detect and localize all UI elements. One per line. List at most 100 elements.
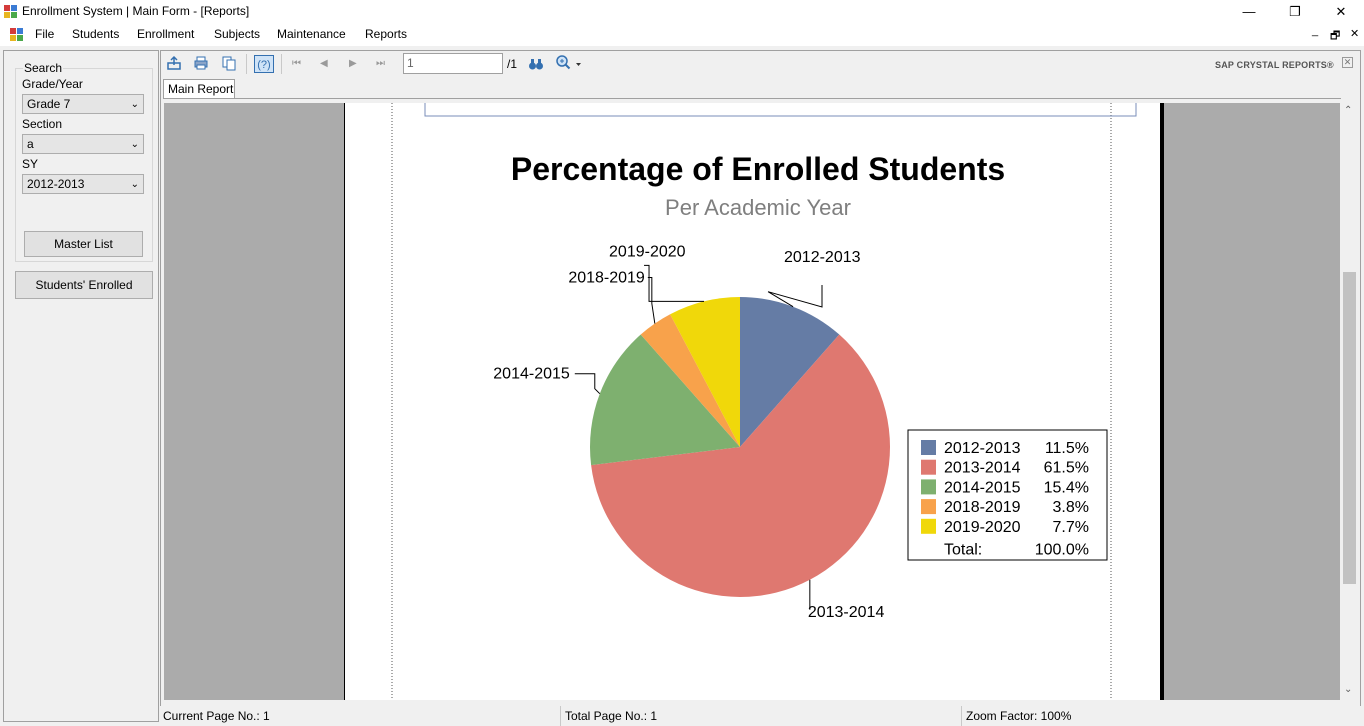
legend-total-label: Total: [944,542,982,559]
sy-label: SY [22,157,39,171]
grade-label: Grade/Year [22,77,83,91]
zoom-status: Zoom Factor: 100% [966,709,1072,723]
find-binoculars-icon[interactable] [528,56,544,72]
legend-total-value: 100.0% [1035,542,1089,559]
report-page-svg: Percentage of Enrolled Students Per Acad… [391,103,1137,700]
search-group-title: Search [23,61,64,75]
toolbar-separator [246,54,247,74]
tab-border [163,98,1341,99]
section-select[interactable]: a ⌄ [22,134,144,154]
legend-swatch-2012-2013 [921,440,936,455]
mdi-close-button[interactable]: ✕ [1350,28,1360,40]
grade-select-value: Grade 7 [27,97,71,111]
current-page-status: Current Page No.: 1 [163,709,270,723]
page-total-label: /1 [507,57,518,71]
help-icon[interactable]: (?) [254,55,274,73]
status-bar [160,706,1364,726]
menu-file[interactable]: File [35,27,55,41]
legend-value-2019-2020: 7.7% [1053,519,1089,536]
chart-title: Percentage of Enrolled Students [511,151,1005,187]
section-label: Section [22,117,63,131]
page-edge [1160,103,1164,700]
menu-subjects[interactable]: Subjects [214,27,261,41]
pie-callouts: 2012-2013 2013-2014 2014-2015 2018-2019 2019… [493,243,884,620]
callout-label-2014-2015: 2014-2015 [493,366,570,383]
callout-line-2019-2020 [644,264,705,302]
scroll-up-icon[interactable]: ⌃ [1344,105,1353,116]
sap-crystal-reports-logo: SAP CRYSTAL REPORTS® [1215,60,1334,70]
close-button[interactable]: ✕ [1335,4,1347,19]
legend-value-2018-2019: 3.8% [1053,499,1089,516]
legend-value-2012-2013: 11.5% [1045,440,1089,457]
page-number-input[interactable]: 1 [403,53,503,74]
chart-subtitle: Per Academic Year [665,195,851,220]
report-canvas: Percentage of Enrolled Students Per Acad… [164,103,1340,700]
title-bar [0,0,1364,23]
pie-slice-2013-2014 [591,334,890,597]
legend-box [907,429,1108,561]
tab-main-report[interactable]: Main Report [163,79,235,98]
callout-label-2019-2020: 2019-2020 [609,243,686,260]
prev-page-icon[interactable]: ◀ [320,58,328,69]
legend-swatch-2018-2019 [921,499,936,515]
legend-label-2019-2020: 2019-2020 [944,519,1021,536]
pie-slice-2019-2020 [670,297,740,447]
chevron-down-icon: ⌄ [130,179,139,190]
legend-label-2018-2019: 2018-2019 [944,499,1021,516]
callout-line-2018-2019 [647,277,656,324]
report-page: Percentage of Enrolled Students Per Acad… [344,103,1160,700]
menu-students[interactable]: Students [72,27,120,41]
export-icon[interactable] [166,55,182,71]
callout-line-2012-2013 [767,285,823,308]
close-viewer-icon[interactable]: ✕ [1342,57,1353,68]
students-enrolled-button[interactable]: Students' Enrolled [15,271,153,299]
callout-label-2013-2014: 2013-2014 [808,604,885,621]
window-title: Enrollment System | Main Form - [Reports… [22,4,250,18]
svg-text:(?): (?) [257,59,270,71]
legend-swatch-2014-2015 [921,479,936,495]
mdi-restore-button[interactable]: 🗗 [1330,30,1341,42]
pie-slice-2014-2015 [590,334,740,466]
callout-label-2012-2013: 2012-2013 [784,249,861,266]
print-icon[interactable] [193,55,209,71]
scroll-down-icon[interactable]: ⌄ [1344,684,1353,695]
legend-label-2012-2013: 2012-2013 [944,440,1021,457]
chevron-down-icon: ⌄ [130,99,139,110]
master-list-button[interactable]: Master List [24,231,143,257]
left-panel [3,50,159,722]
header-section-box [424,103,1137,117]
last-page-icon[interactable]: ⏭ [376,58,385,69]
sy-select[interactable]: 2012-2013 ⌄ [22,174,144,194]
legend-swatch-2013-2014 [921,459,936,475]
mdi-app-icon [10,28,23,41]
legend-value-2013-2014: 61.5% [1044,460,1089,477]
legend-label-2013-2014: 2013-2014 [944,460,1021,477]
legend-swatch-2019-2020 [921,518,936,534]
restore-button[interactable]: ❐ [1289,4,1301,19]
callout-line-2014-2015 [574,373,601,395]
status-separator [560,706,561,726]
chart-legend: 2012-2013 11.5% 2013-2014 61.5% 2014-2015 15.… [907,429,1108,561]
pie-slice-2018-2019 [640,314,740,447]
first-page-icon[interactable]: ⏮ [292,58,301,69]
menu-maintenance[interactable]: Maintenance [277,27,346,41]
section-select-value: a [27,137,34,151]
zoom-icon[interactable] [556,55,582,71]
minimize-button[interactable]: — [1242,4,1256,19]
copy-icon[interactable] [221,55,237,71]
toolbar-separator [281,54,282,74]
menu-bar [0,23,1364,46]
sy-select-value: 2012-2013 [27,177,85,191]
menu-enrollment[interactable]: Enrollment [137,27,195,41]
scroll-thumb[interactable] [1343,272,1356,584]
legend-label-2014-2015: 2014-2015 [944,479,1021,496]
mdi-minimize-button[interactable]: _ [1312,25,1319,37]
grade-select[interactable]: Grade 7 ⌄ [22,94,144,114]
app-icon [4,5,17,18]
next-page-icon[interactable]: ▶ [349,58,357,69]
menu-reports[interactable]: Reports [365,27,408,41]
total-page-status: Total Page No.: 1 [565,709,658,723]
legend-value-2014-2015: 15.4% [1044,479,1089,496]
status-separator [961,706,962,726]
pie-slice-2012-2013 [740,297,840,447]
